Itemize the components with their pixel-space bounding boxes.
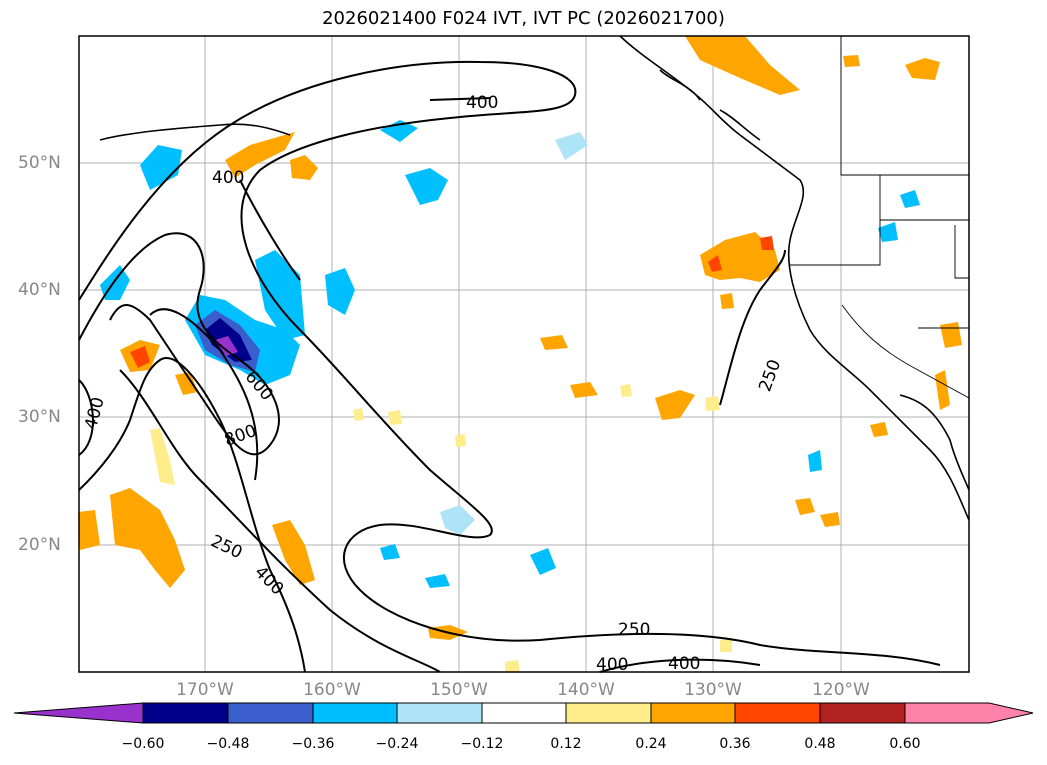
- colorbar-tick: 0.60: [889, 736, 921, 752]
- coastlines: [99, 35, 970, 521]
- map-border: [78, 35, 970, 673]
- contour-label: 250: [755, 357, 785, 394]
- contour-label: 400: [212, 168, 244, 188]
- colorbar: [13, 702, 1034, 724]
- lat-label: 50°N: [18, 153, 61, 173]
- lat-label: 40°N: [18, 280, 61, 300]
- contour-label: 800: [222, 421, 259, 451]
- lon-label: 150°W: [430, 680, 488, 700]
- contour-label: 250: [207, 531, 245, 563]
- state-borders: [790, 36, 970, 399]
- lon-label: 160°W: [303, 680, 361, 700]
- lat-label: 20°N: [18, 535, 61, 555]
- contour-label: 400: [81, 395, 109, 432]
- colorbar-tick: −0.60: [121, 736, 165, 752]
- contour-label: 400: [466, 93, 498, 113]
- lon-label: 120°W: [812, 680, 870, 700]
- contour-label: 400: [596, 655, 628, 675]
- colorbar-tick: 0.24: [635, 736, 667, 752]
- contour-label: 250: [618, 620, 650, 640]
- lat-label: 30°N: [18, 407, 61, 427]
- contour-label: 400: [668, 654, 700, 674]
- lon-label: 130°W: [684, 680, 742, 700]
- shaded-regions: [78, 36, 962, 672]
- lon-label: 140°W: [557, 680, 615, 700]
- colorbar-tick: 0.48: [804, 736, 836, 752]
- colorbar-tick: −0.12: [460, 736, 504, 752]
- map-title: 2026021400 F024 IVT, IVT PC (2026021700): [322, 8, 725, 29]
- ivt-contours: [78, 60, 941, 673]
- colorbar-tick: −0.24: [375, 736, 419, 752]
- colorbar-tick: 0.12: [550, 736, 582, 752]
- colorbar-tick: 0.36: [719, 736, 751, 752]
- colorbar-tick: −0.48: [206, 736, 250, 752]
- colorbar-tick: −0.36: [291, 736, 335, 752]
- lon-label: 170°W: [176, 680, 234, 700]
